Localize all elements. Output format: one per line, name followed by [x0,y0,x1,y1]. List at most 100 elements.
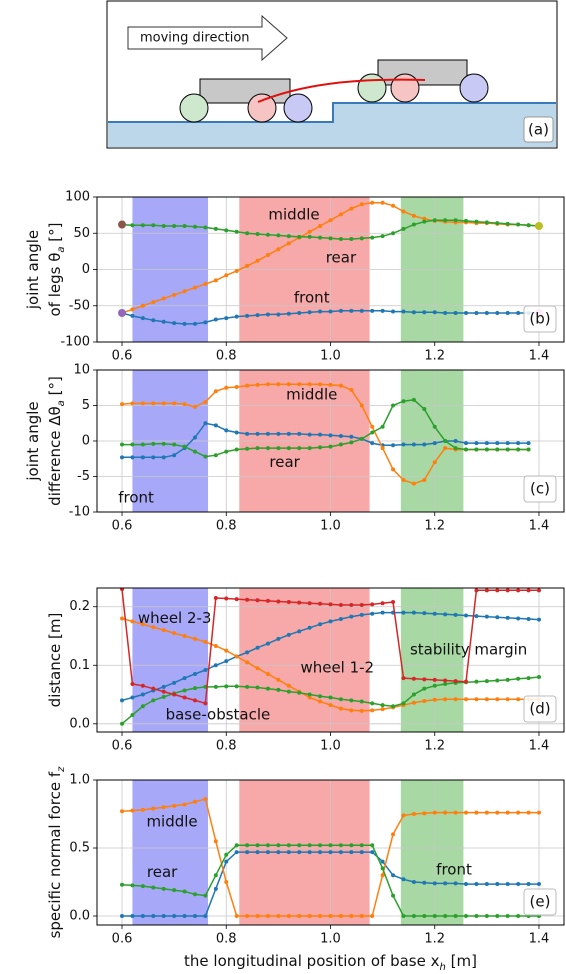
data-point [140,807,145,812]
data-point [307,850,312,855]
panel-label: (e) [530,893,551,911]
data-point [213,886,218,891]
data-point [297,914,302,919]
data-point [516,697,521,702]
y-tick-label: 0 [82,434,90,449]
data-point [234,684,239,689]
data-point [432,677,437,682]
data-point [182,402,187,407]
data-point [453,697,458,702]
data-point [120,402,125,407]
data-point [328,619,333,624]
data-point [359,202,364,207]
y-axis-label-part: distance [m] [46,613,64,708]
data-point [401,676,406,681]
data-point [474,679,479,684]
data-point [526,223,531,228]
data-point [359,403,364,408]
data-point [234,447,239,452]
y-tick-label: 0.1 [69,658,90,673]
data-point [172,803,177,808]
data-point [307,692,312,697]
data-point [453,914,458,919]
x-tick-label: 1.0 [320,519,341,534]
data-point [130,619,135,624]
data-point [182,914,187,919]
series-label: base-obstacle [166,706,271,724]
panel-label: (a) [528,121,549,139]
y-axis-label-part: joint angle [24,401,42,481]
data-point [286,234,291,239]
data-point [391,600,396,605]
x-tick-label: 0.6 [112,932,133,947]
data-point [140,692,145,697]
data-point [338,308,343,313]
data-point [297,629,302,634]
data-point [192,435,197,440]
data-point [224,648,229,653]
y-axis-label-sub: a [56,400,67,406]
data-point [359,850,364,855]
data-point [234,914,239,919]
data-point [411,481,416,486]
data-point [172,888,177,893]
data-point [161,805,166,810]
data-point [140,223,145,228]
data-point [318,699,323,704]
shaded-span [132,780,209,925]
data-point [432,441,437,446]
ground [108,103,556,147]
data-point [370,308,375,313]
data-point [495,697,500,702]
data-point [192,449,197,454]
data-point [328,236,333,241]
data-point [432,310,437,315]
data-point [245,650,250,655]
data-point [453,612,458,617]
data-point [391,231,396,236]
data-point [401,209,406,214]
data-point [286,446,291,451]
data-point [453,446,458,451]
data-point [297,600,302,605]
data-point [234,229,239,234]
data-point [432,697,437,702]
data-point [286,600,291,605]
data-point [286,382,291,387]
data-point [411,397,416,402]
data-point [203,421,208,426]
data-point [120,442,125,447]
data-point [265,253,270,257]
data-point [484,679,489,684]
shaded-span [400,588,464,732]
y-tick-label: 0.0 [69,716,90,731]
data-point [276,687,281,692]
data-point [443,439,448,443]
data-point [432,683,437,688]
data-point [464,697,469,702]
y-tick-label: 0.5 [69,841,90,856]
y-tick-label: 1.0 [69,773,90,788]
series-label: wheel 1-2 [300,659,374,677]
data-point [130,883,135,888]
data-point [255,685,260,690]
data-point [505,882,510,887]
data-point [380,200,385,205]
data-point [130,401,135,406]
y-tick-label: -5 [77,469,90,484]
data-point [297,850,302,855]
data-point [130,695,135,700]
data-point [255,231,260,236]
data-point [443,678,448,683]
data-point [224,449,229,454]
data-point [224,228,229,233]
data-point [234,843,239,848]
data-point [484,882,489,887]
series-label: middle [146,813,197,831]
data-point [286,914,291,919]
data-point [422,216,427,221]
data-point [380,446,385,451]
data-point [151,318,156,323]
y-axis-label: difference Δθa [°] [46,376,67,506]
data-point [526,676,531,681]
